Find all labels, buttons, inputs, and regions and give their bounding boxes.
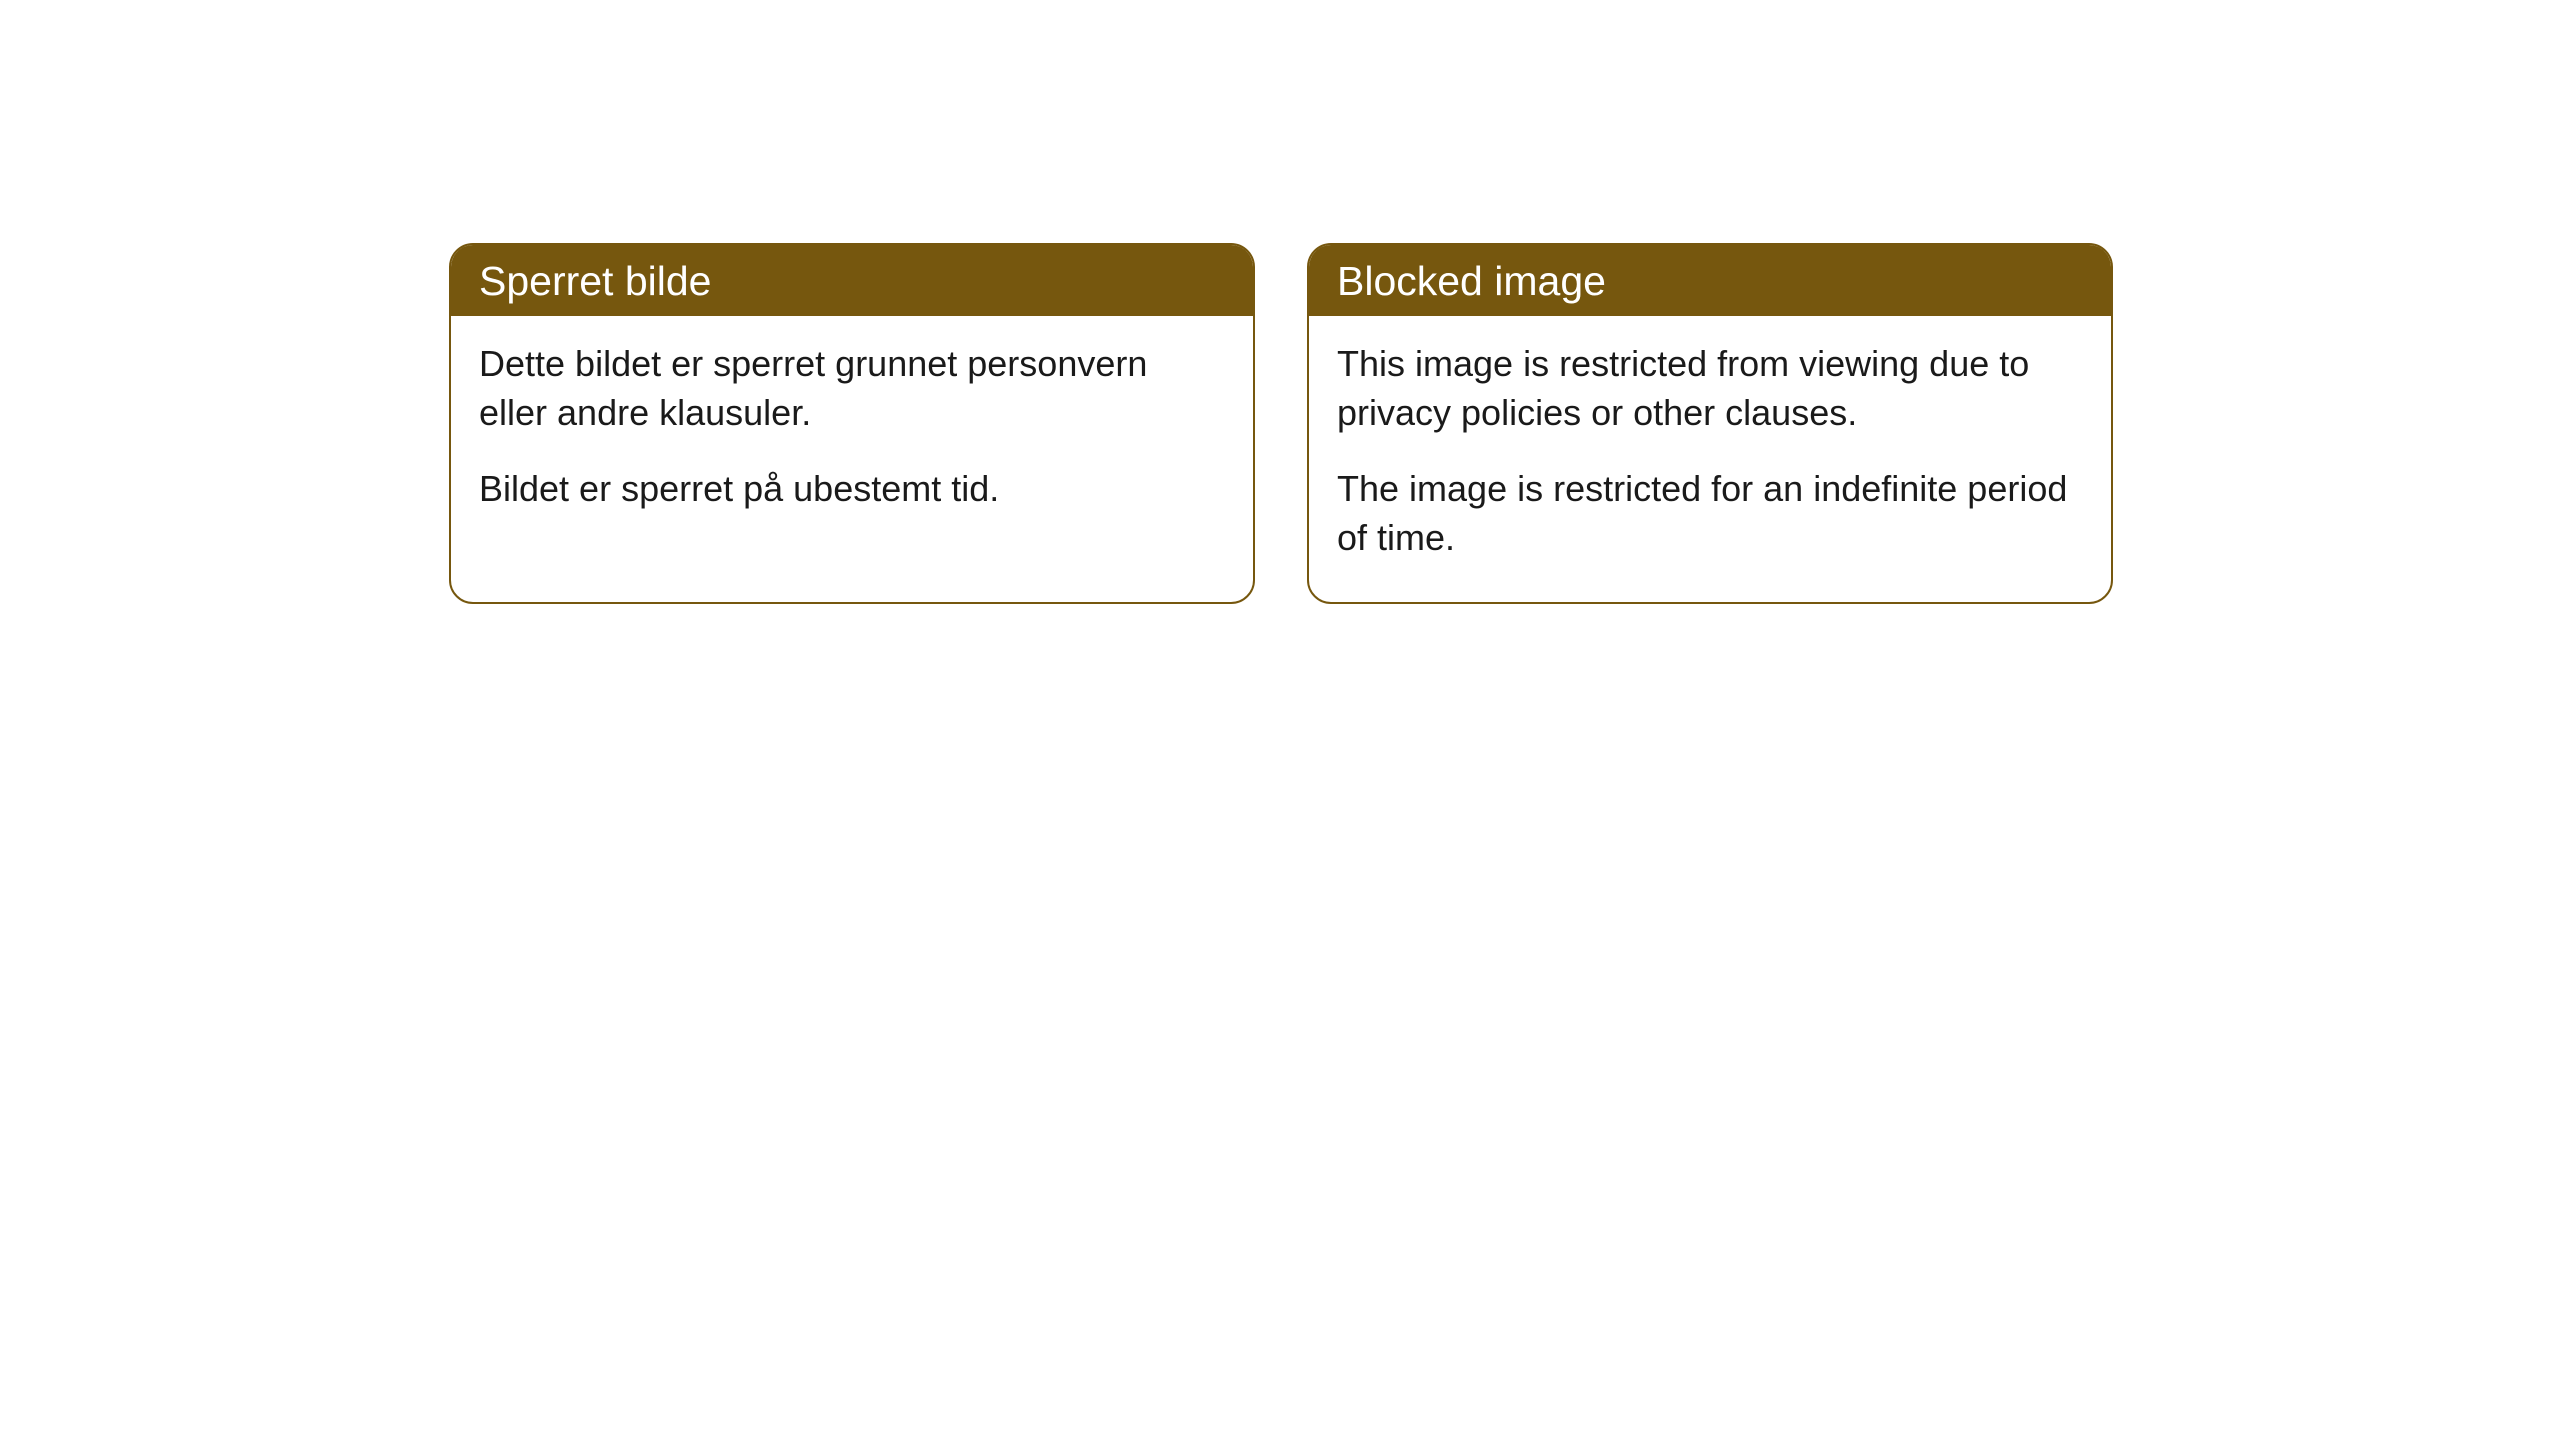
card-text-paragraph: Bildet er sperret på ubestemt tid. [479,465,1225,514]
card-header: Sperret bilde [451,245,1253,316]
card-text-paragraph: The image is restricted for an indefinit… [1337,465,2083,562]
card-body: Dette bildet er sperret grunnet personve… [451,316,1253,554]
card-header: Blocked image [1309,245,2111,316]
notice-cards-container: Sperret bilde Dette bildet er sperret gr… [449,243,2113,604]
card-text-paragraph: Dette bildet er sperret grunnet personve… [479,340,1225,437]
notice-card-english: Blocked image This image is restricted f… [1307,243,2113,604]
card-body: This image is restricted from viewing du… [1309,316,2111,602]
notice-card-norwegian: Sperret bilde Dette bildet er sperret gr… [449,243,1255,604]
card-text-paragraph: This image is restricted from viewing du… [1337,340,2083,437]
